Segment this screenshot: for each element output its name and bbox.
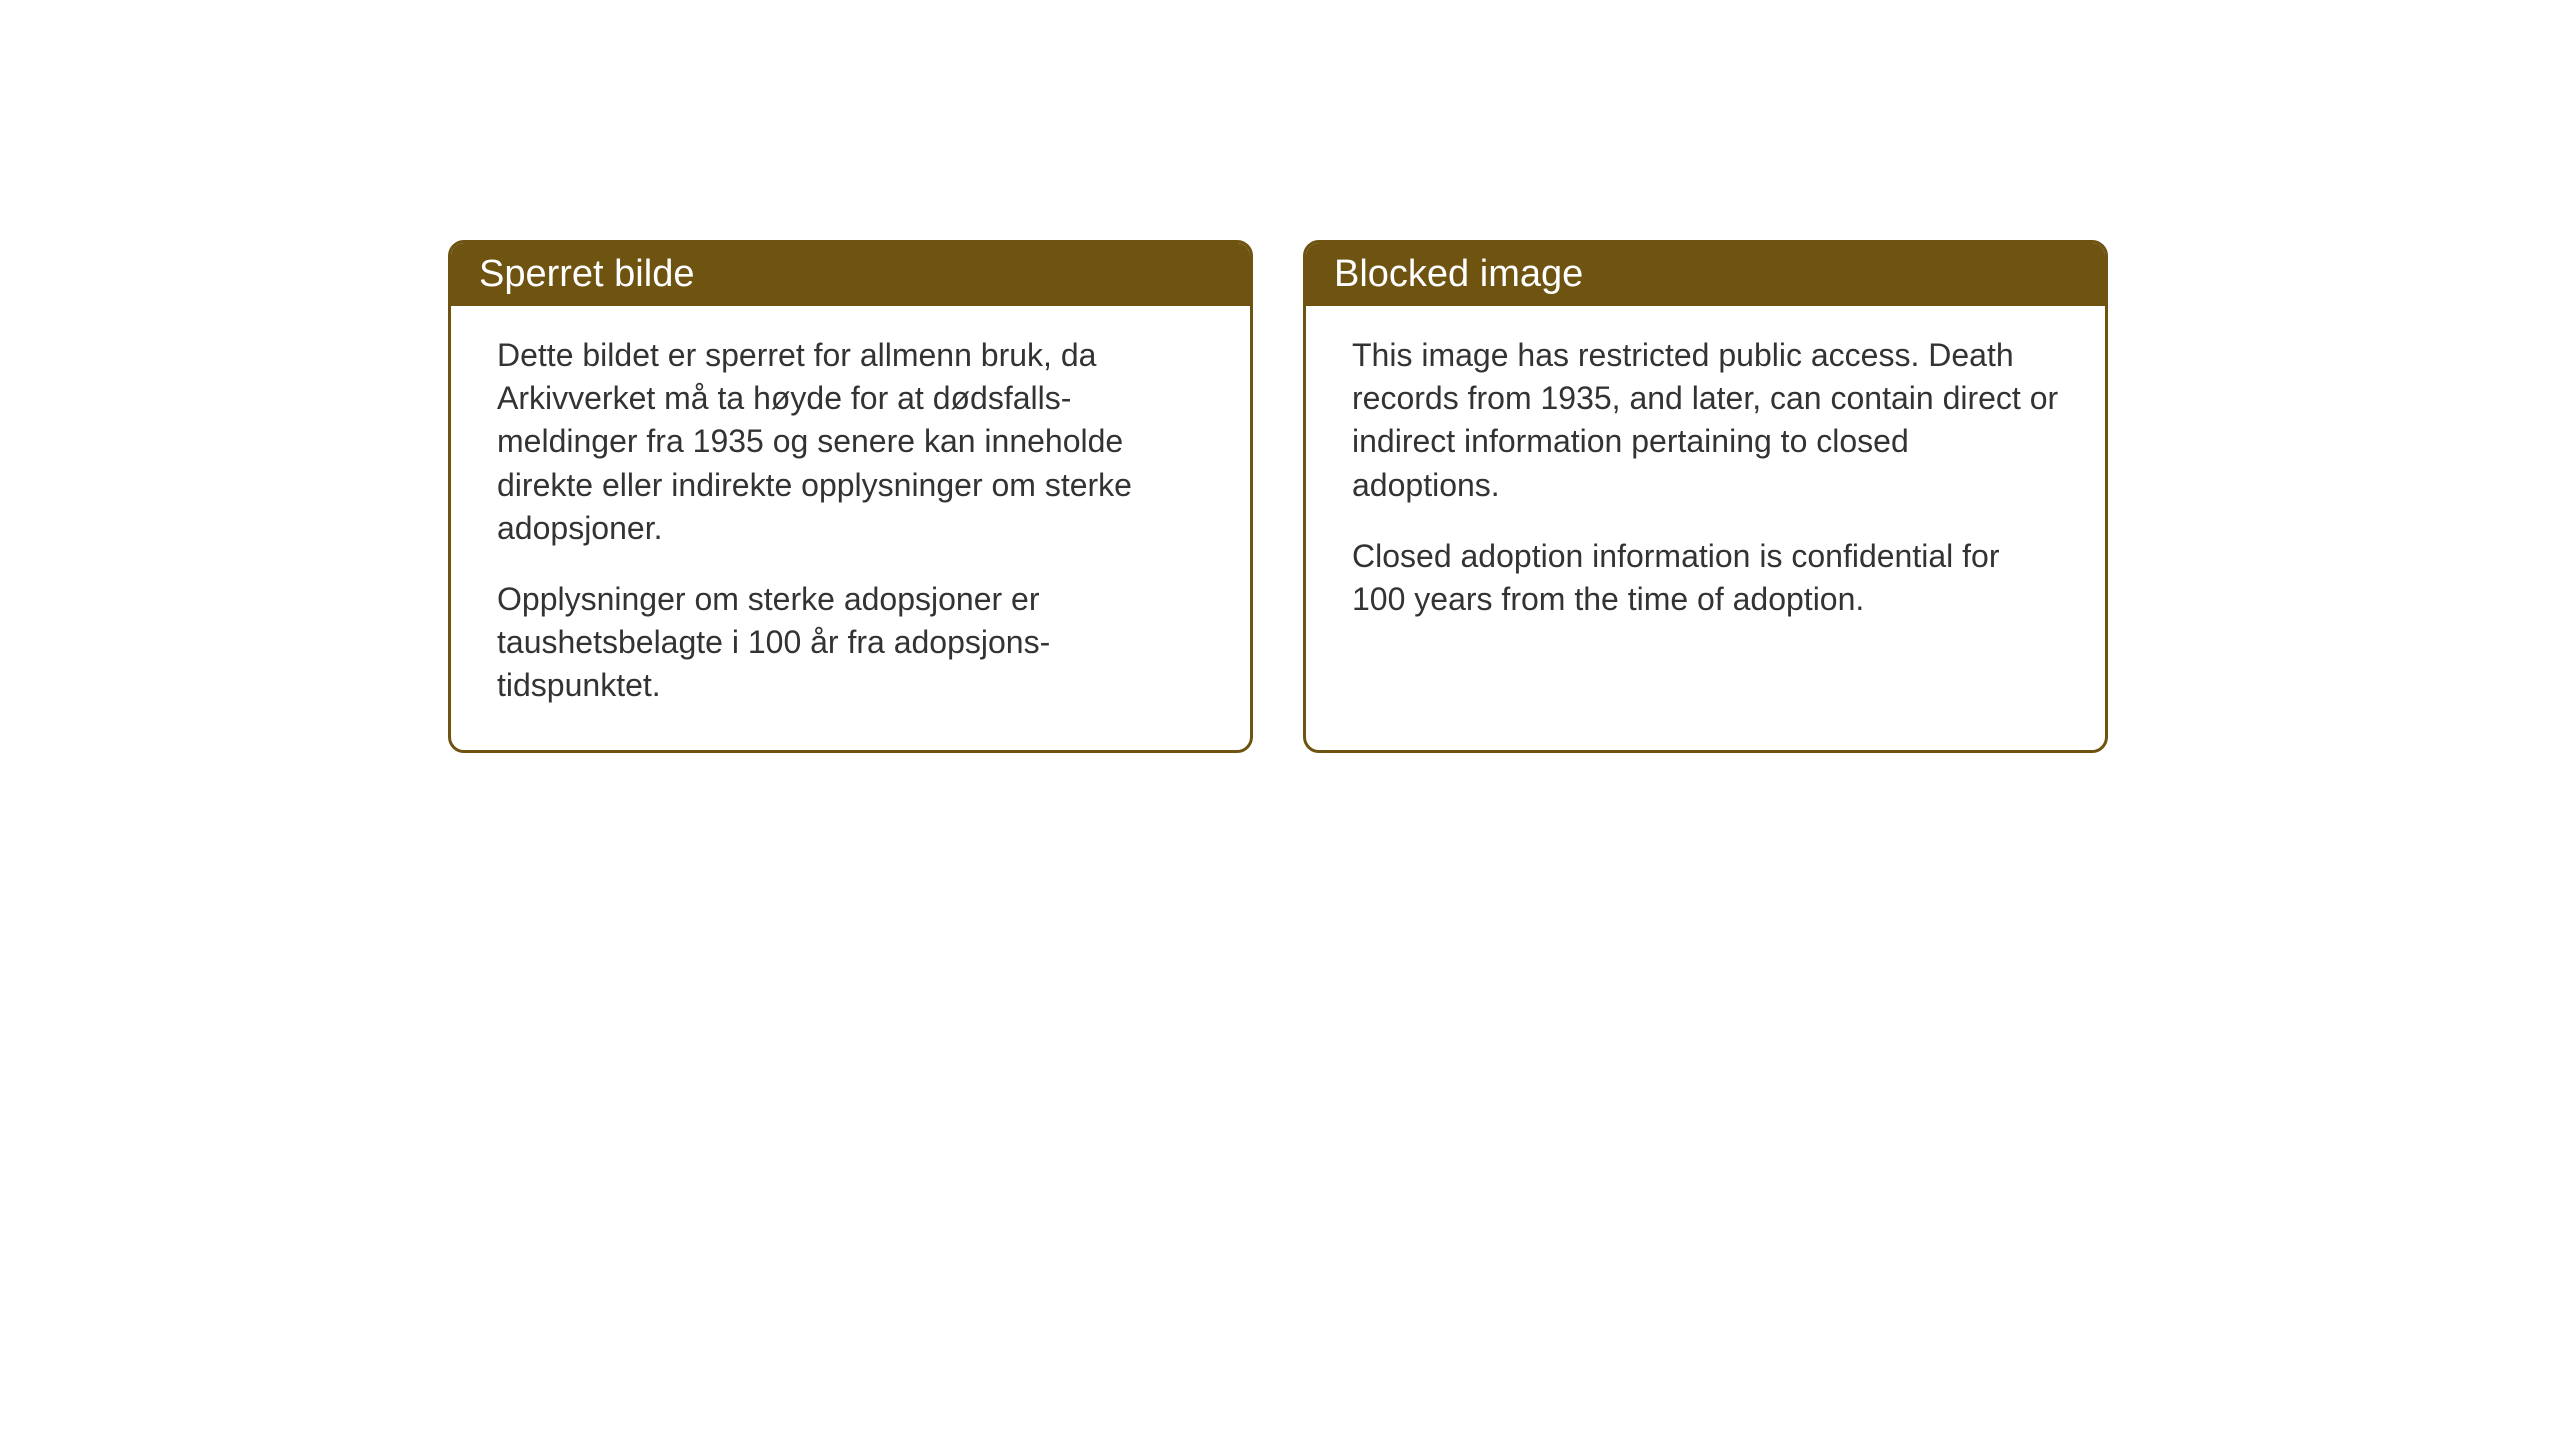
notice-header-english: Blocked image	[1306, 243, 2105, 306]
notice-paragraph: Dette bildet er sperret for allmenn bruk…	[497, 334, 1204, 550]
notice-paragraph: Closed adoption information is confident…	[1352, 535, 2059, 621]
notice-paragraph: Opplysninger om sterke adopsjoner er tau…	[497, 578, 1204, 708]
notice-body-english: This image has restricted public access.…	[1306, 306, 2105, 663]
notice-header-norwegian: Sperret bilde	[451, 243, 1250, 306]
notice-card-norwegian: Sperret bilde Dette bildet er sperret fo…	[448, 240, 1253, 753]
notice-paragraph: This image has restricted public access.…	[1352, 334, 2059, 507]
notice-body-norwegian: Dette bildet er sperret for allmenn bruk…	[451, 306, 1250, 750]
notice-card-english: Blocked image This image has restricted …	[1303, 240, 2108, 753]
notice-container: Sperret bilde Dette bildet er sperret fo…	[448, 240, 2108, 753]
